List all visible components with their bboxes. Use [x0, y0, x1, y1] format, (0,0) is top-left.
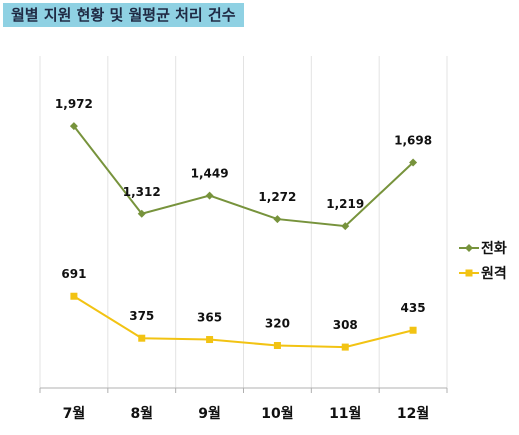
- series-lines: [69, 122, 418, 351]
- data-label: 365: [197, 311, 222, 325]
- data-label: 691: [61, 267, 86, 281]
- category-label: 10월: [261, 405, 293, 422]
- data-label: 320: [265, 317, 290, 331]
- category-label: 11월: [329, 405, 361, 422]
- data-point: [273, 215, 282, 224]
- data-label: 1,219: [326, 197, 364, 211]
- data-point: [273, 342, 281, 350]
- data-point: [69, 122, 78, 131]
- data-point: [70, 292, 78, 300]
- x-axis-ticks: [39, 388, 448, 393]
- data-label: 1,698: [394, 134, 432, 148]
- data-label: 375: [129, 309, 154, 323]
- chart-title: 월별 지원 현황 및 월평균 처리 건수: [3, 3, 244, 27]
- legend-marker: [465, 269, 473, 277]
- data-label: 308: [333, 318, 358, 332]
- data-point: [206, 336, 214, 344]
- data-label: 1,312: [123, 185, 161, 199]
- vertical-gridlines: [39, 56, 448, 388]
- data-label: 435: [401, 301, 426, 315]
- data-label: 1,272: [258, 190, 296, 204]
- legend-label: 전화: [481, 240, 507, 257]
- series-line-phone: [73, 125, 414, 228]
- category-label: 7월: [63, 405, 86, 422]
- series-line-remote: [73, 295, 414, 349]
- data-label: 1,972: [55, 97, 93, 111]
- data-point: [341, 222, 350, 231]
- data-point: [409, 158, 418, 167]
- data-point: [138, 334, 146, 342]
- data-point: [409, 326, 417, 334]
- category-label: 9월: [198, 405, 221, 422]
- legend-label: 원격: [481, 265, 507, 282]
- data-point: [137, 209, 146, 218]
- category-label: 12월: [397, 405, 429, 422]
- category-labels: 7월 8월 9월 10월 11월 12월: [63, 405, 430, 422]
- category-label: 8월: [130, 405, 153, 422]
- data-point: [341, 343, 349, 351]
- data-labels: 1,972 1,312 1,449 1,272 1,219 1,698 691 375 365 3…: [55, 97, 432, 332]
- data-label: 1,449: [191, 167, 229, 181]
- legend-marker: [465, 244, 473, 252]
- data-point: [205, 191, 214, 200]
